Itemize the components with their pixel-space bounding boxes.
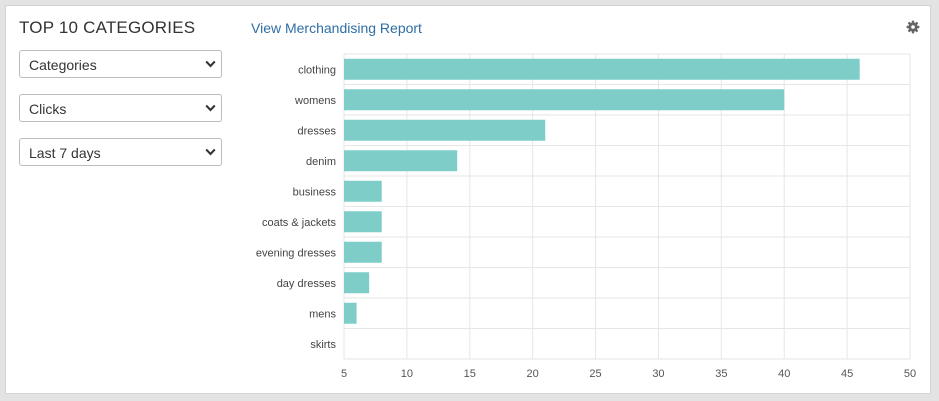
date-range-select-value: Last 7 days (29, 145, 101, 161)
category-label: day dresses (277, 278, 337, 290)
gear-icon[interactable] (906, 20, 920, 34)
category-label: mens (309, 308, 336, 320)
bar-business (344, 180, 382, 202)
chevron-down-icon (205, 148, 216, 156)
x-tick-label: 5 (341, 368, 347, 380)
x-tick-label: 45 (841, 368, 853, 380)
bar-evening-dresses (344, 241, 382, 263)
x-tick-label: 15 (464, 368, 476, 380)
bar-coats-jackets (344, 211, 382, 233)
merchandising-report-link[interactable]: View Merchandising Report (251, 20, 422, 36)
dimension-select[interactable]: Categories (19, 50, 222, 78)
metric-select-value: Clicks (29, 101, 67, 117)
chevron-down-icon (205, 60, 216, 68)
x-tick-label: 30 (652, 368, 664, 380)
bar-dresses (344, 119, 546, 141)
category-label: coats & jackets (262, 217, 336, 229)
x-tick-label: 20 (527, 368, 539, 380)
category-label: denim (306, 156, 336, 168)
x-tick-label: 50 (904, 368, 916, 380)
top-categories-bar-chart: 5 10 15 20 25 30 35 40 45 50 clothing womens dresses… (256, 53, 916, 380)
x-tick-label: 25 (589, 368, 601, 380)
category-label: skirts (310, 339, 336, 351)
category-label: evening dresses (256, 247, 337, 259)
metric-select[interactable]: Clicks (19, 94, 222, 122)
category-label: womens (294, 95, 336, 107)
bar-womens (344, 89, 785, 111)
x-tick-label: 35 (715, 368, 727, 380)
bar-clothing (344, 58, 860, 80)
top-categories-widget: TOP 10 CATEGORIES View Merchandising Rep… (5, 5, 931, 394)
bar-denim (344, 150, 458, 172)
category-label: clothing (298, 64, 336, 76)
x-tick-label: 40 (778, 368, 790, 380)
category-label: dresses (297, 125, 336, 137)
dimension-select-value: Categories (29, 57, 97, 73)
date-range-select[interactable]: Last 7 days (19, 138, 222, 166)
widget-title: TOP 10 CATEGORIES (19, 18, 196, 37)
category-label: business (293, 186, 337, 198)
chevron-down-icon (205, 104, 216, 112)
bar-mens (344, 302, 357, 324)
bar-day-dresses (344, 272, 370, 294)
x-tick-label: 10 (401, 368, 413, 380)
